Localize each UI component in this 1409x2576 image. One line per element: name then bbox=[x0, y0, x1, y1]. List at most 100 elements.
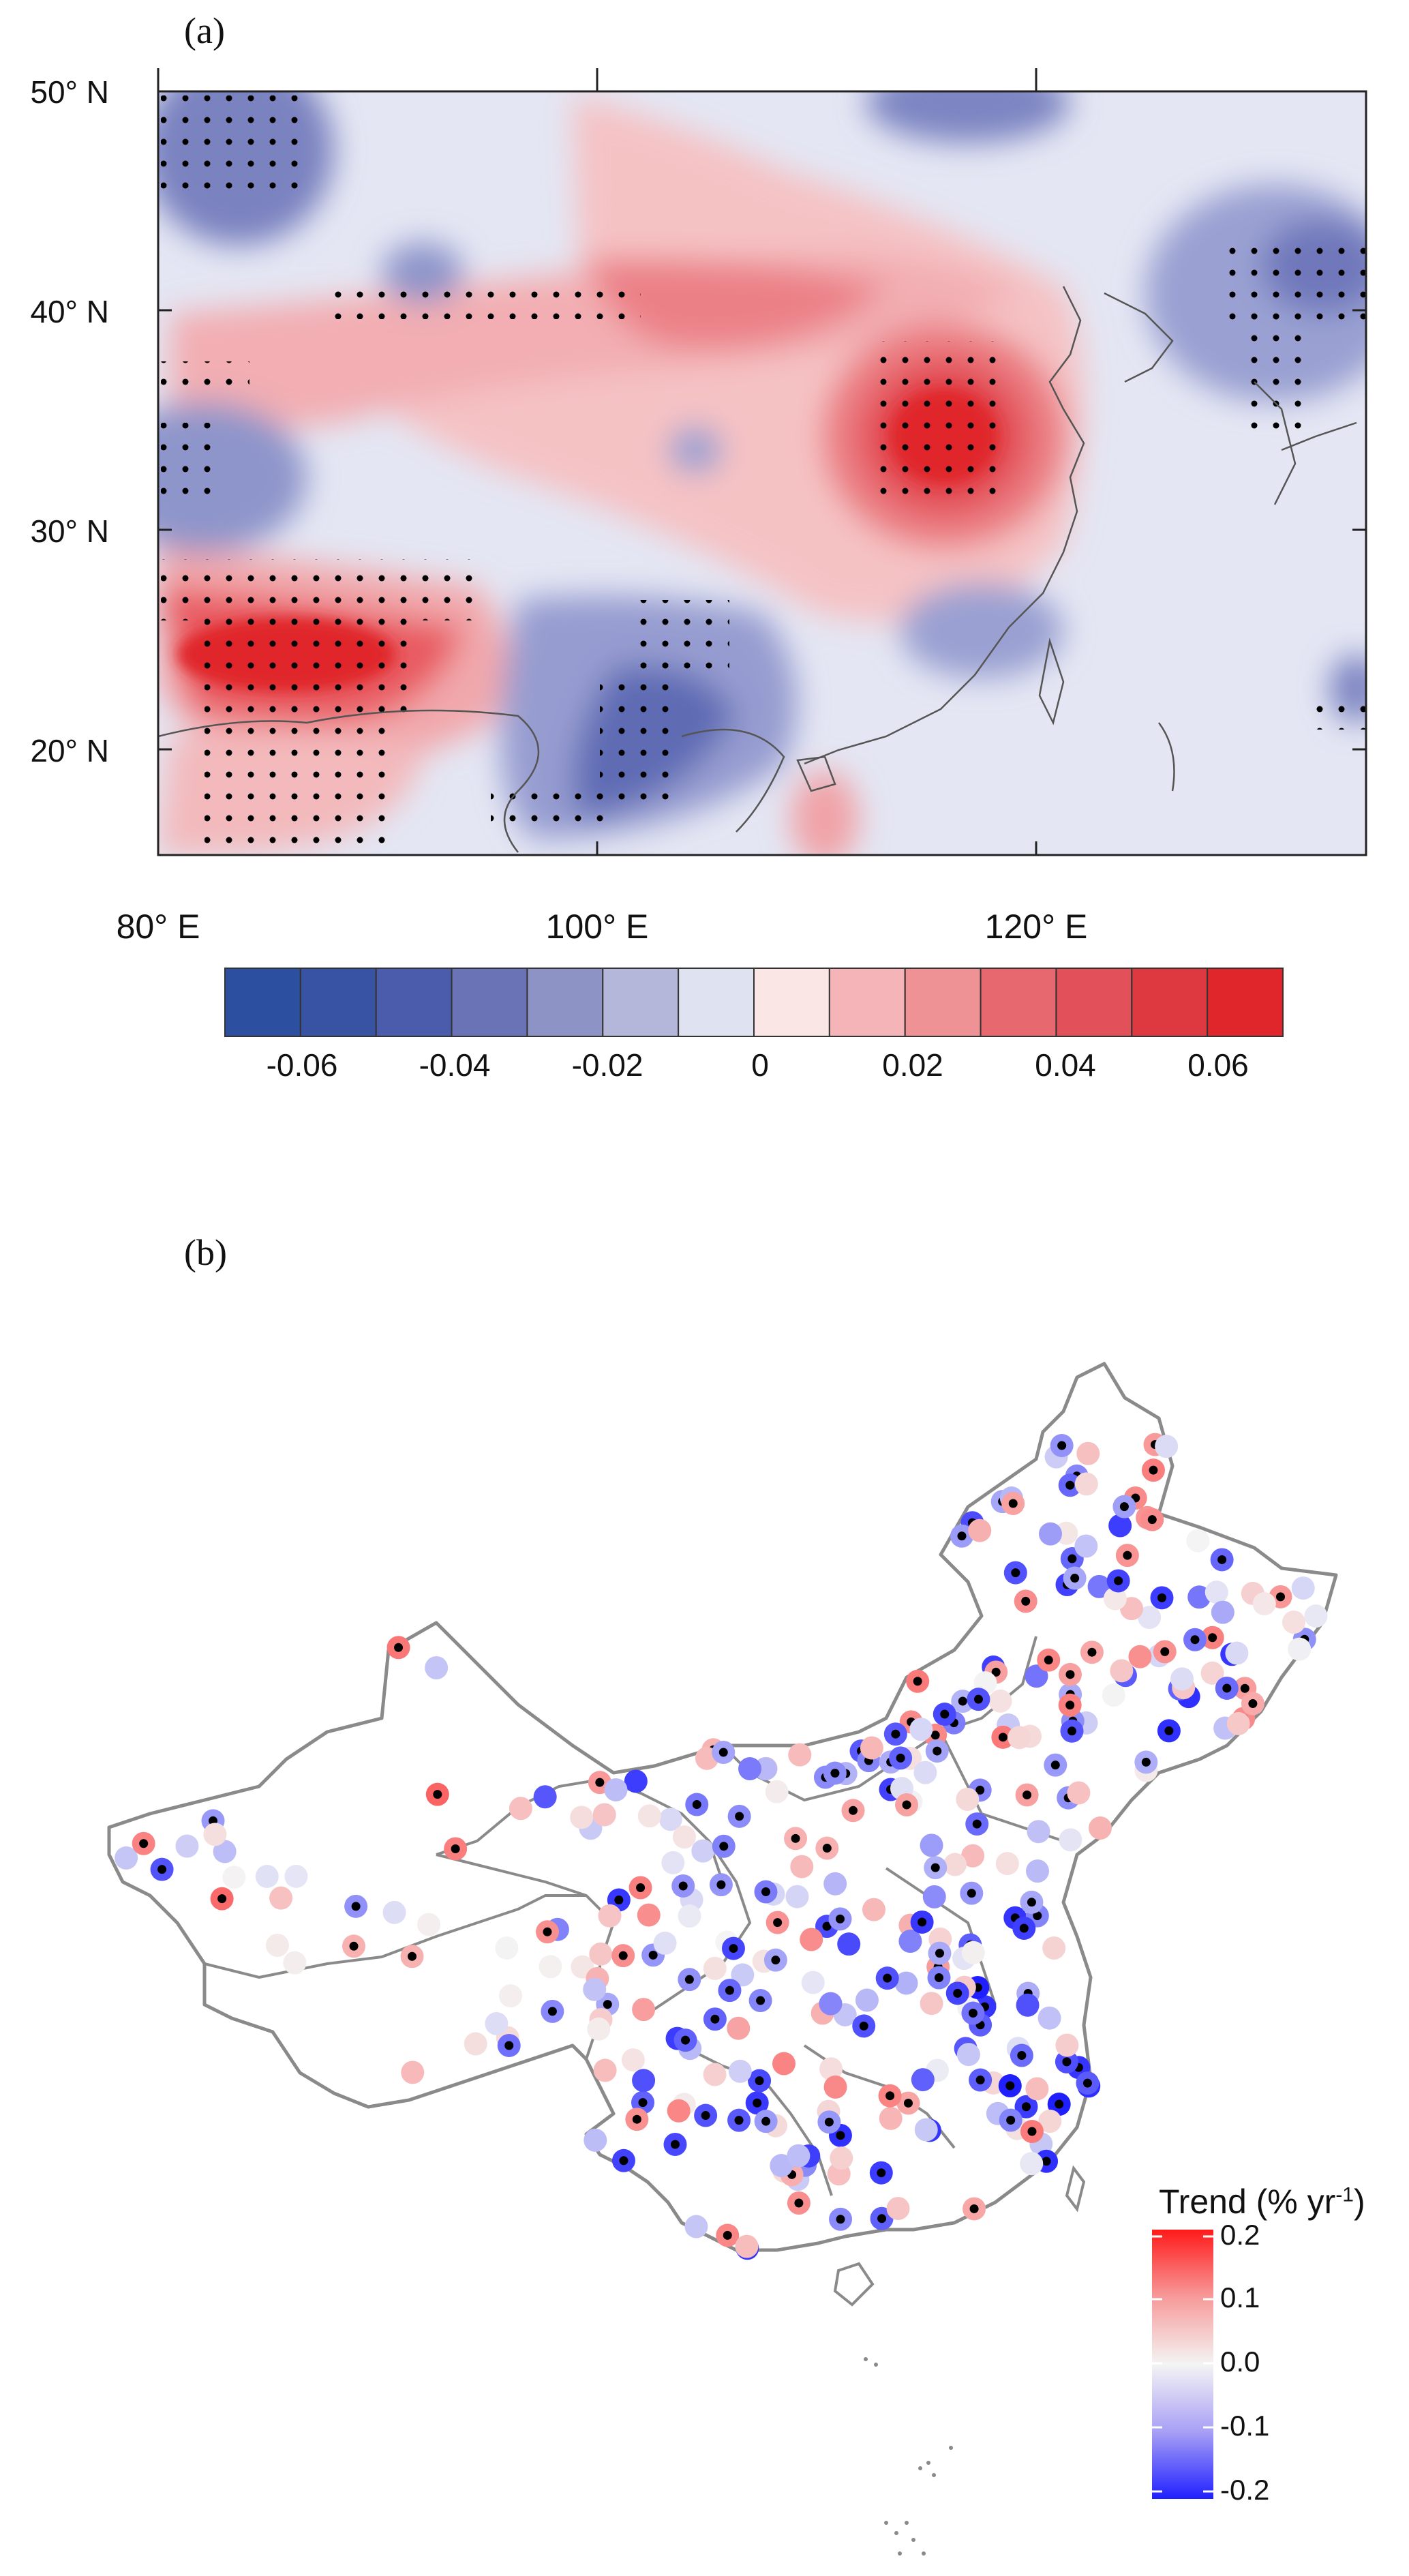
station-marker bbox=[115, 1846, 138, 1870]
significance-dot bbox=[918, 1917, 927, 1927]
significance-dot bbox=[1022, 1790, 1032, 1799]
significance-dot bbox=[1276, 1592, 1286, 1602]
station-marker bbox=[968, 1518, 992, 1542]
significance-dot bbox=[1208, 1633, 1217, 1643]
significance-dot bbox=[835, 1914, 845, 1923]
significance-dot bbox=[1065, 1701, 1075, 1710]
significance-dot bbox=[742, 2243, 752, 2253]
station-marker bbox=[539, 1955, 562, 1979]
significance-dot bbox=[903, 2098, 913, 2108]
trend-legend-title-sup: -1 bbox=[1335, 2183, 1354, 2206]
station-marker bbox=[611, 1944, 635, 1968]
station-marker bbox=[875, 1966, 899, 1990]
station-marker bbox=[1042, 1936, 1066, 1960]
station-marker bbox=[579, 1816, 603, 1840]
significance-dot bbox=[1021, 1596, 1031, 1606]
station-marker bbox=[1058, 1662, 1082, 1686]
lon-label-100E: 100° E bbox=[545, 908, 649, 946]
significance-dot bbox=[934, 1973, 943, 1983]
station-marker bbox=[815, 1836, 839, 1860]
significance-dot bbox=[1300, 1634, 1309, 1644]
station-marker bbox=[1076, 1441, 1100, 1465]
station-marker bbox=[772, 2052, 796, 2076]
station-marker bbox=[765, 1780, 789, 1803]
station-marker bbox=[787, 2144, 810, 2168]
station-marker bbox=[444, 1837, 468, 1861]
station-marker bbox=[684, 2215, 708, 2238]
station-marker bbox=[678, 2037, 702, 2061]
station-marker bbox=[1047, 2093, 1071, 2116]
station-marker bbox=[827, 2162, 851, 2186]
lat-label-20N: 20° N bbox=[30, 733, 109, 768]
station-marker bbox=[387, 1636, 410, 1660]
significance-dot bbox=[1005, 2081, 1015, 2091]
significance-dot bbox=[729, 1944, 738, 1953]
station-marker bbox=[1103, 1587, 1127, 1611]
station-marker bbox=[952, 1975, 976, 1999]
station-markers bbox=[115, 1433, 1328, 2260]
station-marker bbox=[678, 1968, 701, 1992]
station-marker bbox=[731, 1963, 755, 1987]
significance-dot bbox=[988, 1662, 998, 1672]
station-marker bbox=[761, 1882, 785, 1906]
station-marker bbox=[914, 2118, 938, 2142]
significance-dot bbox=[1019, 1923, 1029, 1933]
station-marker bbox=[621, 2048, 645, 2072]
colorbar-tick-label: 0 bbox=[751, 1047, 769, 1083]
station-marker bbox=[625, 2108, 649, 2131]
station-marker bbox=[748, 2069, 772, 2093]
significance-dot bbox=[1065, 1670, 1075, 1679]
significance-dot bbox=[719, 1842, 729, 1851]
station-marker bbox=[886, 2196, 910, 2220]
station-marker bbox=[672, 1825, 696, 1849]
station-marker bbox=[604, 1778, 628, 1801]
station-marker bbox=[589, 1942, 613, 1966]
station-marker bbox=[637, 1804, 661, 1828]
station-marker bbox=[817, 2110, 841, 2134]
significance-dot bbox=[1055, 2099, 1064, 2109]
station-marker bbox=[1150, 1586, 1174, 1610]
significance-dot bbox=[1131, 1493, 1140, 1503]
significance-dot bbox=[1222, 1683, 1232, 1693]
station-marker bbox=[1186, 1529, 1210, 1553]
significance-dot bbox=[603, 2000, 612, 2009]
significance-dot bbox=[1068, 1716, 1078, 1726]
station-marker bbox=[673, 2028, 697, 2052]
station-marker bbox=[1215, 1676, 1239, 1700]
significance-dot bbox=[935, 1949, 944, 1958]
station-marker bbox=[951, 1690, 975, 1713]
significance-dot bbox=[708, 1745, 718, 1754]
significance-dot bbox=[638, 2098, 648, 2108]
station-marker bbox=[382, 1900, 406, 1924]
station-marker bbox=[925, 1739, 949, 1763]
significance-dot bbox=[961, 2043, 971, 2053]
significance-dot bbox=[735, 1812, 744, 1821]
station-marker bbox=[1170, 1667, 1194, 1691]
station-marker bbox=[1025, 1664, 1048, 1688]
station-marker bbox=[995, 1852, 1019, 1876]
station-marker bbox=[1087, 1574, 1111, 1598]
significance-dot bbox=[1150, 1440, 1160, 1450]
station-marker bbox=[754, 1880, 778, 1904]
station-marker bbox=[752, 1949, 776, 1973]
station-marker bbox=[928, 1927, 952, 1951]
station-marker bbox=[1010, 2043, 1033, 2067]
station-marker bbox=[1288, 1637, 1312, 1661]
station-marker bbox=[691, 1839, 715, 1863]
station-marker bbox=[718, 1979, 742, 2003]
station-marker bbox=[754, 1757, 778, 1781]
station-marker bbox=[1292, 1628, 1316, 1651]
station-marker bbox=[855, 1988, 879, 2012]
station-marker bbox=[999, 1486, 1023, 1510]
station-marker bbox=[665, 2026, 689, 2050]
station-marker bbox=[1014, 1589, 1037, 1613]
station-marker bbox=[991, 1725, 1015, 1749]
station-marker bbox=[784, 1827, 808, 1851]
station-marker bbox=[685, 1793, 709, 1816]
significance-dot bbox=[886, 1757, 896, 1767]
significance-dot bbox=[1147, 1515, 1157, 1525]
station-marker bbox=[1252, 1592, 1276, 1616]
station-marker bbox=[535, 1920, 559, 1944]
significance-dot bbox=[1044, 1656, 1053, 1665]
station-marker bbox=[927, 1966, 951, 1990]
